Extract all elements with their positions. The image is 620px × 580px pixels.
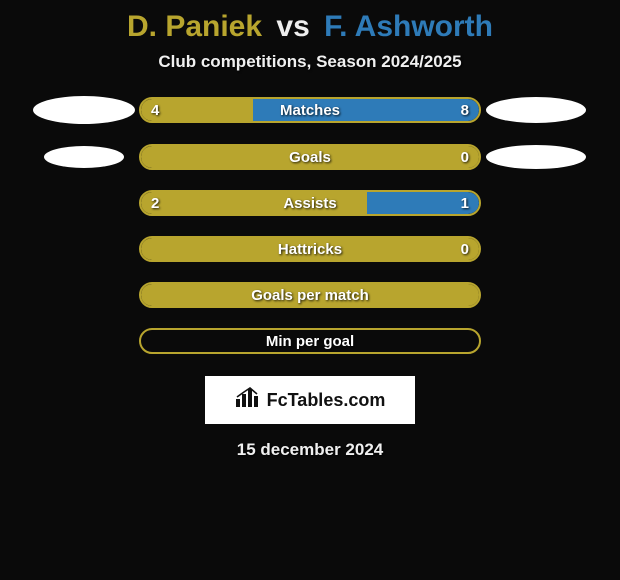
date-label: 15 december 2024 bbox=[0, 440, 620, 460]
subtitle: Club competitions, Season 2024/2025 bbox=[0, 52, 620, 72]
stat-row: 0Hattricks bbox=[0, 236, 620, 262]
stat-bar: 0Hattricks bbox=[139, 236, 481, 262]
right-logo-slot bbox=[481, 97, 591, 123]
player1-name: D. Paniek bbox=[127, 10, 262, 43]
right-logo-slot bbox=[481, 145, 591, 169]
stat-row: 48Matches bbox=[0, 96, 620, 124]
stat-bar: Goals per match bbox=[139, 282, 481, 308]
comparison-title: D. Paniek vs F. Ashworth bbox=[0, 0, 620, 52]
branding-label: FcTables.com bbox=[267, 390, 386, 411]
stat-row: 0Goals bbox=[0, 144, 620, 170]
team-logo-placeholder bbox=[486, 145, 586, 169]
stat-label: Min per goal bbox=[141, 330, 479, 352]
team-logo-placeholder bbox=[33, 96, 135, 124]
stat-bar: 21Assists bbox=[139, 190, 481, 216]
left-logo-slot bbox=[29, 96, 139, 124]
stat-rows: 48Matches 0Goals 21Assists 0Hattricks Goals … bbox=[0, 96, 620, 354]
stat-label: Assists bbox=[141, 192, 479, 214]
team-logo-placeholder bbox=[486, 97, 586, 123]
stat-bar: 48Matches bbox=[139, 97, 481, 123]
stat-row: 21Assists bbox=[0, 190, 620, 216]
stat-label: Matches bbox=[141, 99, 479, 121]
stat-label: Hattricks bbox=[141, 238, 479, 260]
stat-bar: Min per goal bbox=[139, 328, 481, 354]
team-logo-placeholder bbox=[44, 146, 124, 168]
stat-row: Goals per match bbox=[0, 282, 620, 308]
stat-row: Min per goal bbox=[0, 328, 620, 354]
stat-label: Goals per match bbox=[141, 284, 479, 306]
left-logo-slot bbox=[29, 146, 139, 168]
stat-label: Goals bbox=[141, 146, 479, 168]
vs-separator: vs bbox=[276, 10, 309, 43]
branding-badge: FcTables.com bbox=[205, 376, 415, 424]
bar-chart-icon bbox=[235, 387, 261, 414]
player2-name: F. Ashworth bbox=[324, 10, 493, 43]
stat-bar: 0Goals bbox=[139, 144, 481, 170]
